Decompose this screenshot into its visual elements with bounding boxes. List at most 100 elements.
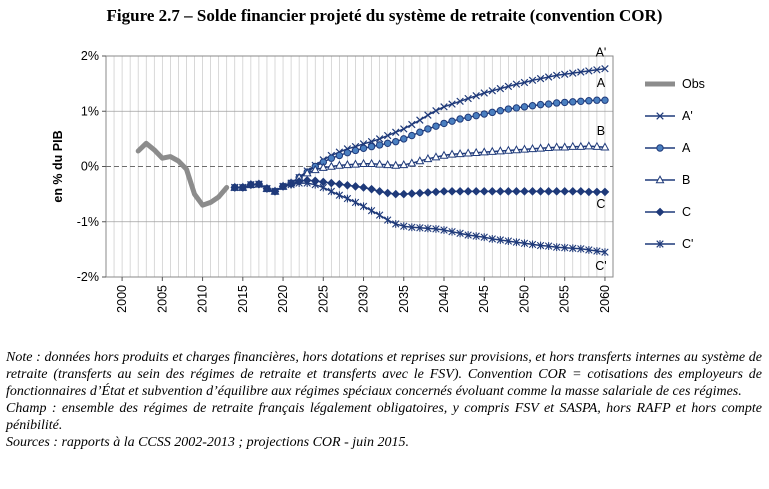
data-point xyxy=(416,116,424,124)
data-point xyxy=(456,229,464,238)
x-tick-label: 2020 xyxy=(276,285,290,313)
data-point xyxy=(592,187,602,197)
data-point xyxy=(472,232,480,241)
data-point xyxy=(416,128,424,136)
data-point xyxy=(577,68,585,76)
data-point xyxy=(520,239,529,248)
data-point xyxy=(512,187,521,196)
x-tick-label: 2010 xyxy=(196,285,210,313)
data-point xyxy=(463,187,473,196)
data-point xyxy=(655,207,665,217)
data-point xyxy=(569,69,577,77)
data-point xyxy=(408,131,416,140)
data-point xyxy=(600,142,610,151)
data-point xyxy=(536,241,545,250)
legend-label: C xyxy=(682,205,691,219)
data-point xyxy=(479,147,489,156)
data-point xyxy=(471,147,481,156)
data-point xyxy=(512,80,521,88)
data-point xyxy=(520,103,529,111)
data-point xyxy=(448,117,456,125)
data-point xyxy=(375,135,384,143)
data-point xyxy=(423,153,433,163)
data-point xyxy=(520,144,529,153)
data-point xyxy=(424,224,432,233)
data-point xyxy=(399,189,409,199)
data-point xyxy=(504,237,513,245)
data-point xyxy=(383,139,392,147)
end-label: C xyxy=(596,197,605,211)
data-point xyxy=(552,99,561,107)
data-point xyxy=(326,161,336,170)
data-point xyxy=(263,184,271,193)
data-point xyxy=(656,112,664,120)
x-tick-label: 2055 xyxy=(558,285,572,313)
data-point xyxy=(439,187,449,196)
legend: Obs A' A B C C' xyxy=(645,77,705,251)
data-point xyxy=(319,183,327,192)
data-point xyxy=(318,162,328,171)
data-point xyxy=(400,222,408,231)
y-tick-label: 0% xyxy=(81,160,99,174)
data-point xyxy=(383,131,392,140)
data-point xyxy=(552,187,561,196)
data-point xyxy=(496,106,505,115)
data-point xyxy=(287,180,295,189)
data-point xyxy=(456,115,464,123)
data-point xyxy=(359,144,368,152)
data-point xyxy=(415,188,425,198)
legend-item: C xyxy=(645,205,691,219)
data-point xyxy=(415,156,425,165)
data-point xyxy=(335,191,344,200)
data-point xyxy=(504,187,513,196)
data-point xyxy=(359,158,368,168)
legend-label: B xyxy=(682,173,690,187)
data-point xyxy=(584,141,594,150)
data-point xyxy=(601,64,609,73)
data-point xyxy=(471,187,481,196)
end-label: C' xyxy=(595,259,606,273)
data-point xyxy=(495,146,505,155)
data-point xyxy=(447,149,457,158)
y-tick-label: 1% xyxy=(81,104,99,118)
data-point xyxy=(512,104,521,112)
sources-text: Sources : rapports à la CCSS 2002-2013 ;… xyxy=(6,435,410,450)
data-point xyxy=(569,244,577,253)
x-tick-label: 2015 xyxy=(236,285,250,313)
data-point xyxy=(408,223,416,232)
legend-label: Obs xyxy=(682,77,705,91)
series-group xyxy=(135,64,610,257)
data-point xyxy=(487,187,497,196)
data-point xyxy=(480,233,488,242)
data-point xyxy=(334,160,344,169)
x-tick-label: 2030 xyxy=(357,285,371,313)
data-point xyxy=(600,187,610,197)
data-point xyxy=(255,180,263,189)
data-point xyxy=(560,142,570,151)
data-point xyxy=(383,188,392,198)
data-point xyxy=(656,240,664,248)
y-tick-label: -1% xyxy=(77,215,99,229)
data-point xyxy=(504,105,513,113)
data-point xyxy=(367,158,377,168)
data-point xyxy=(303,179,311,187)
data-point xyxy=(424,125,432,133)
data-point xyxy=(480,89,488,97)
data-point xyxy=(592,141,602,150)
data-point xyxy=(585,67,593,75)
data-point xyxy=(520,78,529,87)
data-point xyxy=(351,198,360,207)
data-point xyxy=(327,178,336,188)
series-Obs xyxy=(135,140,230,208)
data-point xyxy=(431,187,441,197)
data-point xyxy=(503,145,513,154)
data-point xyxy=(440,103,448,111)
data-point xyxy=(448,227,456,236)
data-point xyxy=(239,183,247,192)
data-point xyxy=(351,146,360,155)
data-point xyxy=(335,179,344,189)
data-point xyxy=(496,84,505,93)
line-chart: 2% 1% 0% -1% -2% 2000 2005 2010 2015 2020 2025 2030… xyxy=(51,46,705,313)
data-point xyxy=(271,187,279,196)
data-point xyxy=(400,125,408,133)
